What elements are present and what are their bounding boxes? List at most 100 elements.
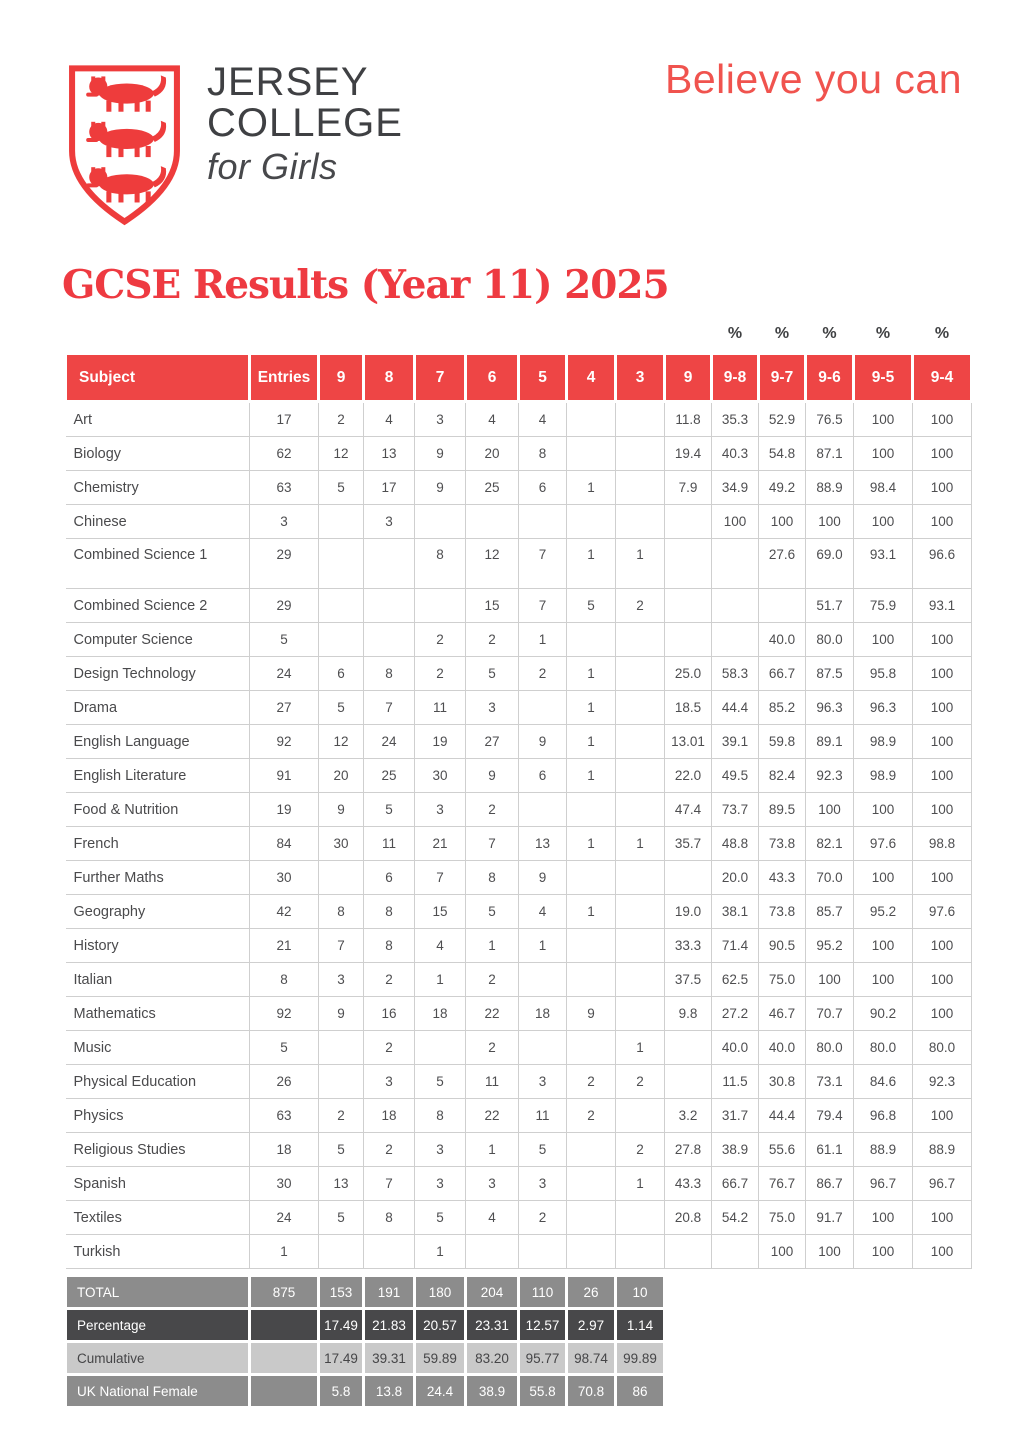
subject-cell: English Language <box>65 724 250 759</box>
value-cell: 22 <box>465 1098 519 1133</box>
empty-cell <box>852 1340 914 1376</box>
footer-value-cell: 2.97 <box>565 1307 617 1343</box>
subject-cell: Italian <box>65 962 250 997</box>
table-row: Further Maths 30 6 7 8 9 20.0 43.3 70.0 100 100 <box>65 860 972 895</box>
value-cell: 9 <box>414 436 466 471</box>
value-cell: 7 <box>465 826 519 861</box>
value-cell: 9 <box>414 470 466 505</box>
value-cell: 1 <box>414 962 466 997</box>
empty-cell <box>249 310 319 354</box>
empty-cell <box>65 310 250 354</box>
table-row: Italian 8 3 2 1 2 37.5 62.5 75.0 100 100 100 <box>65 962 972 997</box>
table-row: Religious Studies 18 5 2 3 1 5 2 27.8 38.9 55.6 61.… <box>65 1132 972 1167</box>
value-cell: 1 <box>518 928 567 963</box>
empty-cell <box>852 1274 914 1310</box>
value-cell: 96.3 <box>805 690 854 725</box>
value-cell: 13 <box>363 436 415 471</box>
column-header: Subject <box>64 352 251 403</box>
value-cell: 5 <box>363 792 415 827</box>
value-cell: 13 <box>318 1166 364 1201</box>
column-header: 9-4 <box>911 352 973 403</box>
value-cell <box>566 928 616 963</box>
table-gap <box>65 1268 972 1276</box>
value-cell: 38.9 <box>711 1132 759 1167</box>
value-cell: 4 <box>518 401 567 437</box>
value-cell: 25 <box>465 470 519 505</box>
value-cell: 25 <box>363 758 415 793</box>
value-cell: 75.0 <box>758 1200 806 1235</box>
value-cell: 37.5 <box>664 962 712 997</box>
column-header: 9 <box>317 352 365 403</box>
value-cell <box>615 1098 665 1133</box>
value-cell <box>664 860 712 895</box>
subject-cell: Turkish <box>65 1234 250 1269</box>
value-cell: 3 <box>414 1166 466 1201</box>
value-cell: 95.8 <box>853 656 913 691</box>
percent-symbol: % <box>805 310 854 354</box>
value-cell: 100 <box>912 504 972 539</box>
value-cell: 5 <box>318 470 364 505</box>
value-cell <box>615 622 665 657</box>
percent-symbol: % <box>853 310 913 354</box>
value-cell: 33.3 <box>664 928 712 963</box>
value-cell: 47.4 <box>664 792 712 827</box>
footer-row: UK National Female 5.8 13.8 24.4 38.9 55.8 70.… <box>64 1373 973 1409</box>
footer-value-cell: 83.20 <box>464 1340 520 1376</box>
value-cell: 93.1 <box>853 538 913 589</box>
column-header: 5 <box>517 352 568 403</box>
value-cell: 80.0 <box>912 1030 972 1065</box>
value-cell <box>318 860 364 895</box>
value-cell: 8 <box>318 894 364 929</box>
value-cell: 100 <box>912 622 972 657</box>
value-cell: 20.8 <box>664 1200 712 1235</box>
value-cell: 3 <box>363 504 415 539</box>
value-cell: 20 <box>318 758 364 793</box>
value-cell: 88.9 <box>853 1132 913 1167</box>
footer-value-cell: 24.4 <box>413 1373 467 1409</box>
percent-symbol: % <box>912 310 972 354</box>
empty-cell <box>757 1373 807 1409</box>
column-header: 8 <box>362 352 416 403</box>
value-cell: 2 <box>465 792 519 827</box>
footer-value-cell: 38.9 <box>464 1373 520 1409</box>
value-cell: 73.8 <box>758 894 806 929</box>
value-cell <box>566 1166 616 1201</box>
value-cell: 70.0 <box>805 860 854 895</box>
column-header: 9-7 <box>757 352 807 403</box>
table-row: History 21 7 8 4 1 1 33.3 71.4 90.5 95.2 100 100 <box>65 928 972 963</box>
value-cell <box>318 622 364 657</box>
value-cell <box>566 1200 616 1235</box>
value-cell: 100 <box>758 1234 806 1269</box>
value-cell <box>566 962 616 997</box>
value-cell: 96.3 <box>853 690 913 725</box>
value-cell: 19 <box>414 724 466 759</box>
value-cell <box>615 470 665 505</box>
value-cell: 5 <box>318 690 364 725</box>
footer-value-cell: 23.31 <box>464 1307 520 1343</box>
value-cell: 97.6 <box>853 826 913 861</box>
value-cell <box>318 1064 364 1099</box>
subject-cell: Physical Education <box>65 1064 250 1099</box>
subject-cell: Combined Science 1 <box>65 538 250 589</box>
value-cell: 2 <box>363 1030 415 1065</box>
value-cell: 1 <box>465 1132 519 1167</box>
value-cell: 13 <box>518 826 567 861</box>
value-cell <box>664 504 712 539</box>
footer-value-cell: 204 <box>464 1274 520 1310</box>
subject-cell: Art <box>65 401 250 437</box>
value-cell: 52.9 <box>758 401 806 437</box>
value-cell: 100 <box>853 1200 913 1235</box>
value-cell <box>615 792 665 827</box>
value-cell: 82.4 <box>758 758 806 793</box>
footer-label: Percentage <box>64 1307 251 1343</box>
value-cell: 100 <box>853 860 913 895</box>
value-cell: 6 <box>318 656 364 691</box>
value-cell: 3 <box>249 504 319 539</box>
value-cell: 40.0 <box>711 1030 759 1065</box>
value-cell: 43.3 <box>664 1166 712 1201</box>
value-cell: 7 <box>518 588 567 623</box>
footer-value-cell: 17.49 <box>317 1307 365 1343</box>
value-cell: 20 <box>465 436 519 471</box>
value-cell <box>566 401 616 437</box>
value-cell: 100 <box>912 928 972 963</box>
